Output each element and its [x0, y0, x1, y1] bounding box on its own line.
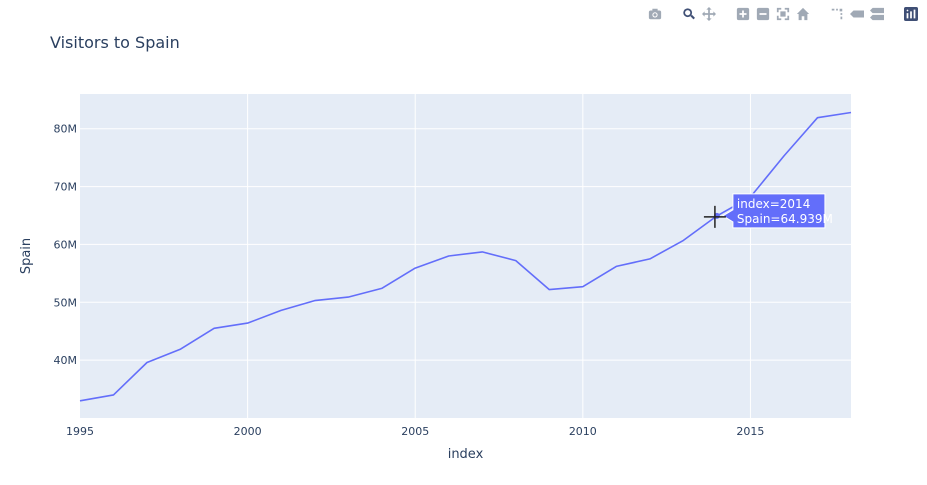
reset-axes-icon[interactable]	[795, 6, 811, 22]
zoom-in-icon[interactable]	[735, 6, 751, 22]
autoscale-icon[interactable]	[775, 6, 791, 22]
hover-tooltip-text: Spain=64.939M	[737, 212, 833, 226]
hover-tooltip	[721, 193, 826, 229]
x-tick-label: 2015	[736, 425, 764, 438]
y-tick-label: 70M	[54, 181, 78, 194]
modebar-group-export	[645, 6, 665, 22]
zoom-out-icon[interactable]	[755, 6, 771, 22]
modebar-group-hover	[827, 6, 887, 22]
x-axis-title: index	[448, 447, 484, 462]
modebar-group-zoom	[733, 6, 813, 22]
y-tick-label: 60M	[54, 238, 78, 251]
hover-closest-icon[interactable]	[849, 6, 865, 22]
x-tick-label: 2005	[401, 425, 429, 438]
camera-icon[interactable]	[647, 6, 663, 22]
x-tick-label: 2000	[234, 425, 262, 438]
series-line-spain	[79, 111, 852, 402]
y-tick-label: 80M	[54, 123, 78, 136]
hover-tooltip-text: index=2014	[737, 197, 810, 211]
hover-compare-icon[interactable]	[869, 6, 885, 22]
modebar-group-drag	[679, 6, 719, 22]
x-tick-label: 1995	[66, 425, 94, 438]
y-tick-label: 40M	[54, 354, 78, 367]
zoom-icon[interactable]	[681, 6, 697, 22]
plot-background	[80, 94, 851, 418]
plotly-logo-icon[interactable]	[903, 6, 919, 22]
pan-icon[interactable]	[701, 6, 717, 22]
modebar-group-logo	[901, 6, 921, 22]
y-tick-label: 50M	[54, 296, 78, 309]
y-axis-title: Spain	[19, 238, 34, 274]
spike-lines-icon[interactable]	[829, 6, 845, 22]
modebar	[631, 4, 921, 24]
chart-title: Visitors to Spain	[50, 33, 180, 52]
x-tick-label: 2010	[569, 425, 597, 438]
